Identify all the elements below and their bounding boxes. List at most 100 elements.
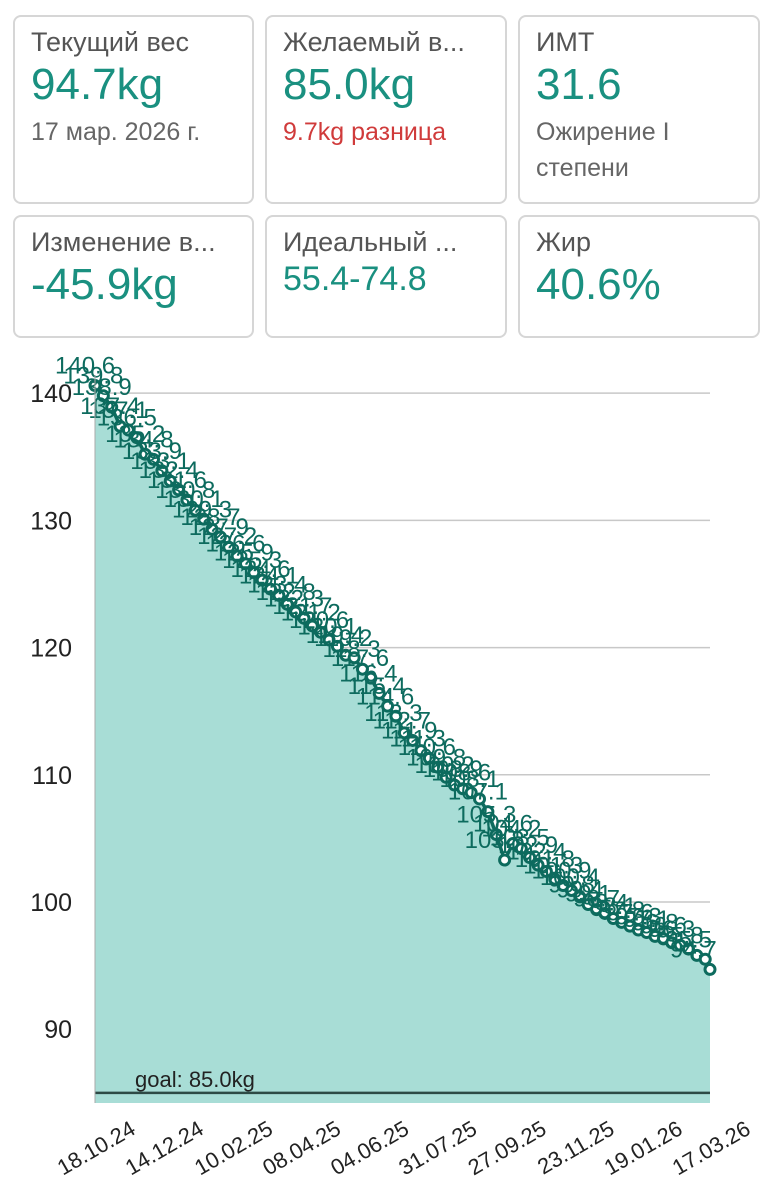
point xyxy=(247,566,261,580)
data-label: 98.4 xyxy=(582,889,629,916)
data-label: 109.2 xyxy=(414,752,474,779)
data-label: 137.4 xyxy=(80,393,140,420)
point xyxy=(481,805,495,819)
data-label: 116.4 xyxy=(339,660,397,687)
data-label: 123.4 xyxy=(247,571,307,598)
data-label: 138.9 xyxy=(72,374,132,401)
data-label: 119.4 xyxy=(306,622,364,649)
point xyxy=(531,858,545,872)
data-label: 109.8 xyxy=(406,744,466,771)
point xyxy=(682,942,696,956)
point xyxy=(322,633,336,647)
data-label: 121.2 xyxy=(281,599,341,626)
data-label: 100.4 xyxy=(540,864,600,891)
point xyxy=(548,872,562,886)
card-label: Идеальный ... xyxy=(283,227,458,257)
data-label: 98.1 xyxy=(590,893,637,920)
data-label: 121.7 xyxy=(272,593,332,620)
data-label: 117.6 xyxy=(331,645,389,672)
card-value: -45.9kg xyxy=(31,260,178,309)
data-label: 100.9 xyxy=(531,858,591,885)
point xyxy=(464,786,478,800)
point xyxy=(514,842,528,856)
data-label: 139.8 xyxy=(63,363,123,390)
point xyxy=(539,864,553,878)
data-label: 95.8 xyxy=(657,922,704,949)
y-tick-label: 90 xyxy=(44,1016,72,1044)
point xyxy=(372,686,386,700)
point xyxy=(105,400,119,414)
data-label: 96.3 xyxy=(649,916,696,943)
point xyxy=(238,557,252,571)
point xyxy=(188,503,202,517)
data-label: 122.8 xyxy=(256,579,316,606)
data-label: 124.1 xyxy=(239,562,299,589)
x-tick-label: 08.04.25 xyxy=(258,1116,345,1180)
x-tick-label: 27.09.25 xyxy=(464,1116,551,1180)
data-label: 108.6 xyxy=(431,760,491,787)
card[interactable]: Изменение в... -45.9kg xyxy=(13,215,254,338)
data-label: 111.9 xyxy=(381,718,438,745)
point xyxy=(213,530,227,544)
area xyxy=(95,385,710,1103)
card[interactable]: Текущий вес 94.7kg 17 мар. 2026 г. xyxy=(13,15,254,204)
point xyxy=(130,431,144,445)
point xyxy=(172,483,186,497)
y-tick-label: 130 xyxy=(30,507,72,535)
data-label: 99.8 xyxy=(548,872,595,899)
data-label: 134.8 xyxy=(114,426,174,453)
point xyxy=(573,890,587,904)
point xyxy=(703,962,717,976)
data-label: 96.8 xyxy=(632,910,679,937)
card-label: Изменение в... xyxy=(31,227,216,257)
point xyxy=(422,751,436,765)
card[interactable]: Желаемый в... 85.0kg 9.7kg разница xyxy=(265,15,507,204)
card[interactable]: Жир 40.6% xyxy=(518,215,760,338)
data-label: 97.8 xyxy=(598,897,645,924)
point xyxy=(439,770,453,784)
point xyxy=(364,671,378,685)
card-label: Жир xyxy=(536,227,592,257)
card-note: Ожирение I степени xyxy=(536,118,670,182)
data-label: 128.7 xyxy=(180,504,240,531)
point xyxy=(355,662,369,676)
data-label: 110.6 xyxy=(398,734,456,761)
point xyxy=(255,573,269,587)
card-label: Желаемый в... xyxy=(283,27,465,57)
data-label: 126.6 xyxy=(205,531,265,558)
x-tick-label: 18.10.24 xyxy=(53,1116,140,1180)
y-tick-label: 140 xyxy=(30,380,72,408)
point xyxy=(414,744,428,758)
data-label: 137.1 xyxy=(88,397,148,424)
data-label: 107.1 xyxy=(448,779,508,806)
point xyxy=(197,512,211,526)
data-label: 132.4 xyxy=(139,457,199,484)
point xyxy=(272,588,286,602)
point xyxy=(330,639,344,653)
data-label: 130.1 xyxy=(164,486,224,513)
x-tick-label: 04.06.25 xyxy=(326,1116,413,1180)
card-value: 40.6% xyxy=(536,260,661,309)
card[interactable]: Идеальный ... 55.4-74.8 xyxy=(265,215,507,338)
data-label: 102.9 xyxy=(498,832,558,859)
card-value: 85.0kg xyxy=(283,60,416,109)
point xyxy=(280,597,294,611)
point xyxy=(498,853,512,867)
x-tick-label: 31.07.25 xyxy=(394,1116,481,1180)
card[interactable]: ИМТ 31.6 Ожирение I степени xyxy=(518,15,760,204)
data-label: 113.3 xyxy=(364,700,422,727)
point xyxy=(96,389,110,403)
x-tick-label: 14.12.24 xyxy=(121,1116,208,1180)
point xyxy=(180,493,194,507)
point xyxy=(289,605,303,619)
data-label: 125.3 xyxy=(222,547,282,574)
card-value: 31.6 xyxy=(536,60,622,109)
data-label: 120.6 xyxy=(289,607,349,634)
card-value: 94.7kg xyxy=(31,60,164,109)
point xyxy=(147,452,161,466)
data-label: 101.8 xyxy=(515,846,575,873)
data-label: 119.2 xyxy=(314,625,372,652)
point xyxy=(264,582,278,596)
data-label: 127.9 xyxy=(189,514,249,541)
